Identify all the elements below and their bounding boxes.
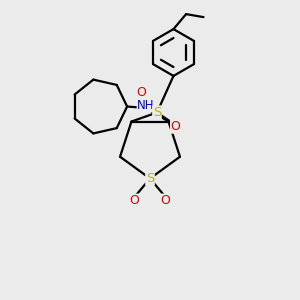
Text: O: O bbox=[136, 86, 146, 99]
Text: O: O bbox=[161, 194, 170, 207]
Text: O: O bbox=[171, 120, 181, 133]
Text: S: S bbox=[146, 172, 154, 185]
Text: S: S bbox=[153, 106, 161, 119]
Text: O: O bbox=[130, 194, 139, 207]
Text: NH: NH bbox=[137, 98, 155, 112]
